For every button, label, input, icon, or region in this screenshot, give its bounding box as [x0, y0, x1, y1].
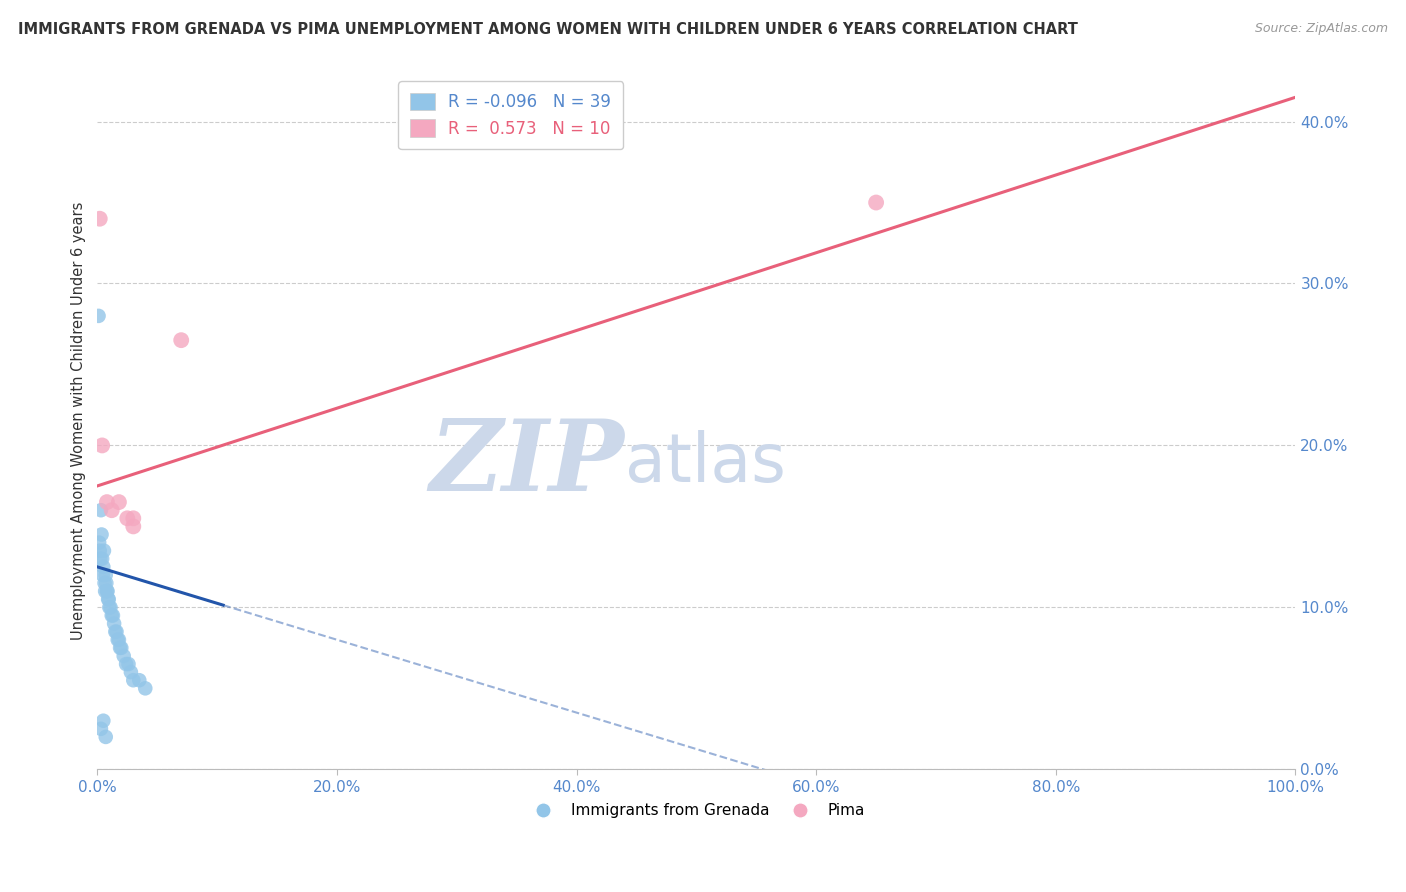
Point	[97, 592, 120, 607]
Point	[89, 211, 111, 226]
Point	[93, 543, 115, 558]
Point	[112, 648, 135, 663]
Point	[94, 730, 117, 744]
Point	[101, 608, 124, 623]
Point	[87, 309, 110, 323]
Text: Source: ZipAtlas.com: Source: ZipAtlas.com	[1254, 22, 1388, 36]
Point	[93, 560, 115, 574]
Point	[96, 584, 118, 599]
Point	[107, 632, 129, 647]
Point	[122, 673, 145, 688]
Text: atlas: atlas	[624, 430, 786, 496]
Point	[170, 333, 193, 347]
Point	[108, 640, 131, 655]
Point	[128, 673, 150, 688]
Point	[89, 551, 111, 566]
Point	[104, 624, 127, 639]
Point	[98, 600, 121, 615]
Point	[90, 503, 112, 517]
Point	[90, 722, 112, 736]
Point	[108, 495, 131, 509]
Point	[110, 640, 132, 655]
Point	[89, 535, 111, 549]
Point	[122, 511, 145, 525]
Point	[96, 584, 118, 599]
Point	[865, 195, 887, 210]
Legend: Immigrants from Grenada, Pima: Immigrants from Grenada, Pima	[522, 797, 870, 824]
Point	[96, 576, 118, 591]
Point	[117, 657, 139, 671]
Point	[94, 584, 117, 599]
Point	[117, 511, 139, 525]
Point	[100, 600, 122, 615]
Point	[94, 568, 117, 582]
Y-axis label: Unemployment Among Women with Children Under 6 years: Unemployment Among Women with Children U…	[72, 202, 86, 640]
Point	[105, 624, 128, 639]
Point	[89, 543, 111, 558]
Point	[91, 438, 114, 452]
Point	[120, 665, 142, 680]
Point	[100, 503, 122, 517]
Text: IMMIGRANTS FROM GRENADA VS PIMA UNEMPLOYMENT AMONG WOMEN WITH CHILDREN UNDER 6 Y: IMMIGRANTS FROM GRENADA VS PIMA UNEMPLOY…	[18, 22, 1078, 37]
Point	[93, 714, 115, 728]
Point	[134, 681, 156, 696]
Point	[93, 576, 115, 591]
Point	[122, 519, 145, 533]
Point	[100, 608, 122, 623]
Point	[97, 592, 120, 607]
Point	[91, 568, 114, 582]
Point	[108, 632, 131, 647]
Point	[115, 657, 138, 671]
Point	[96, 495, 118, 509]
Point	[103, 616, 125, 631]
Point	[90, 527, 112, 541]
Text: ZIP: ZIP	[429, 415, 624, 511]
Point	[91, 551, 114, 566]
